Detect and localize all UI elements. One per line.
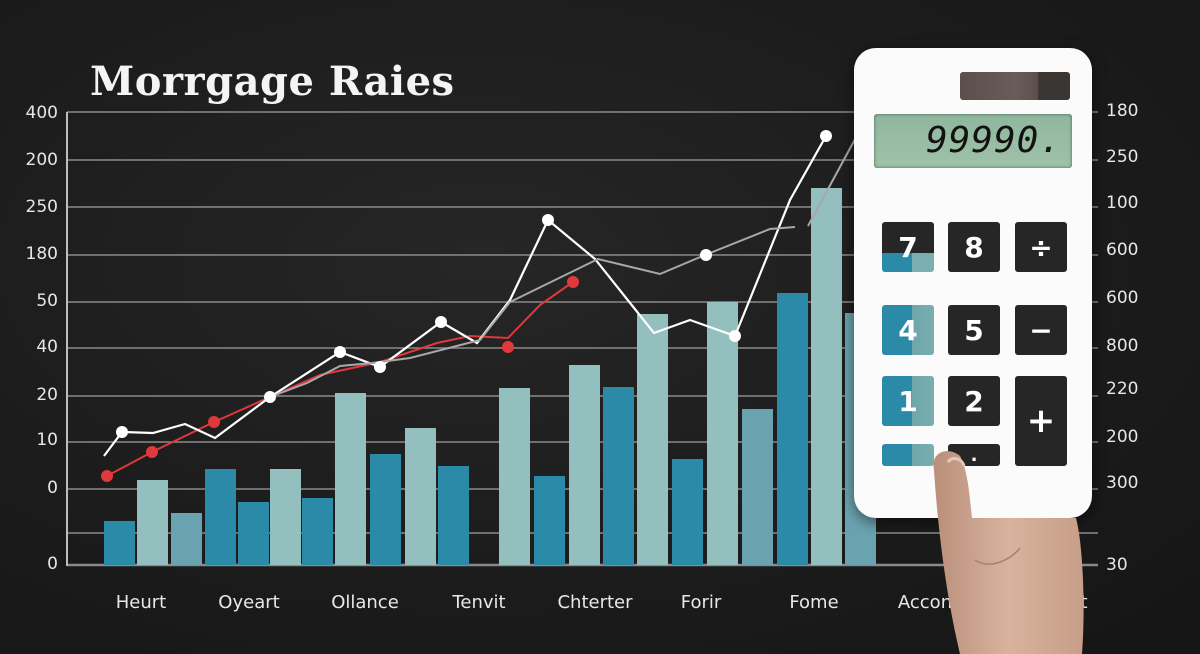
key-plus[interactable]: + (1015, 376, 1067, 466)
key-0[interactable] (882, 444, 934, 466)
left-tick-label: 200 (25, 150, 58, 170)
line-markers (101, 130, 832, 482)
key-5[interactable]: 5 (948, 305, 1000, 355)
left-tick-label: 50 (36, 291, 58, 311)
key-2[interactable]: 2 (948, 376, 1000, 426)
bars (104, 188, 876, 565)
key-decimal[interactable]: . (948, 444, 1000, 466)
right-tick-label: 600 (1106, 288, 1139, 308)
x-tick-label: Ollance (331, 592, 399, 613)
left-tick-label: 400 (25, 103, 58, 123)
left-tick-label: 250 (25, 197, 58, 217)
key-minus[interactable]: − (1015, 305, 1067, 355)
x-tick-label: Tenvit (452, 592, 506, 613)
calculator: 99990. 7 8 ÷ 4 5 − 1 2 + . (854, 48, 1092, 518)
right-tick-label: 200 (1106, 427, 1139, 447)
display-value: 99990. (925, 120, 1062, 161)
right-tick-label: 300 (1106, 473, 1139, 493)
key-divide[interactable]: ÷ (1015, 222, 1067, 272)
x-tick-label: Forir (680, 592, 722, 613)
right-tick-label: 250 (1106, 147, 1139, 167)
left-tick-label: 40 (36, 337, 58, 357)
right-tick-label: 600 (1106, 240, 1139, 260)
left-tick-label: 10 (36, 430, 58, 450)
line-series (103, 129, 861, 477)
x-tick-label: Heurt (115, 592, 167, 613)
right-tick-label: 800 (1106, 336, 1139, 356)
chart-title: Morrgage Raies (90, 58, 455, 105)
x-tick-label: Accon (897, 592, 953, 613)
calculator-display: 99990. (874, 114, 1072, 168)
right-tick-label: 180 (1106, 101, 1139, 121)
x-tick-label: Fome (789, 592, 839, 613)
solar-panel (960, 72, 1070, 100)
left-tick-label: 180 (25, 244, 58, 264)
left-tick-label: 0 (47, 554, 58, 574)
right-tick-label: 30 (1106, 555, 1128, 575)
key-4[interactable]: 4 (882, 305, 934, 355)
right-tick-label: 220 (1106, 379, 1139, 399)
x-tick-label: ret (1062, 592, 1088, 613)
key-8[interactable]: 8 (948, 222, 1000, 272)
key-7[interactable]: 7 (882, 222, 934, 272)
right-tick-label: 100 (1106, 193, 1139, 213)
x-tick-label: Chterter (557, 592, 633, 613)
left-tick-label: 0 (47, 478, 58, 498)
key-1[interactable]: 1 (882, 376, 934, 426)
left-tick-label: 20 (36, 385, 58, 405)
x-tick-label: Oyeart (218, 592, 280, 613)
